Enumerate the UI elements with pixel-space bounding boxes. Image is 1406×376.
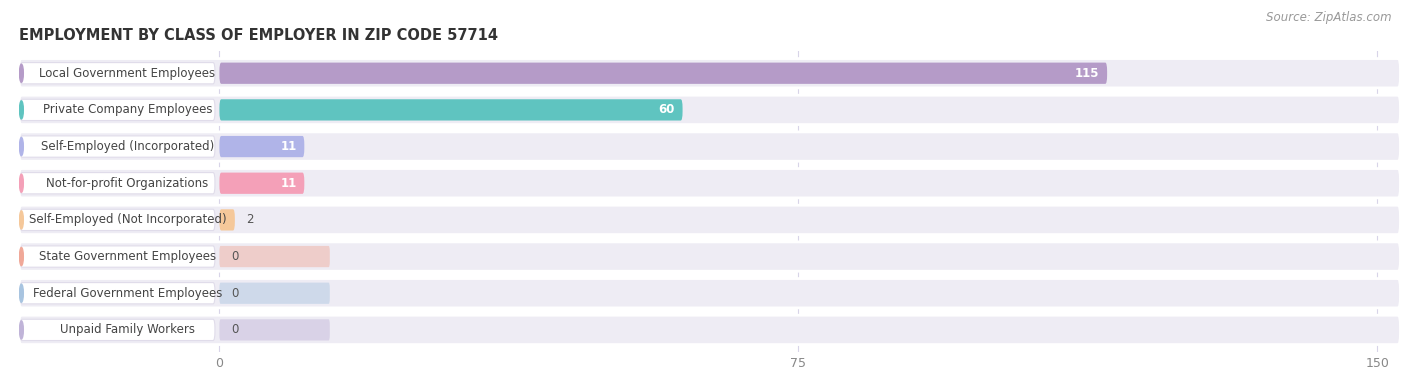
FancyBboxPatch shape: [219, 246, 330, 267]
FancyBboxPatch shape: [18, 315, 1400, 344]
Circle shape: [20, 284, 24, 302]
FancyBboxPatch shape: [18, 205, 1400, 235]
Text: Source: ZipAtlas.com: Source: ZipAtlas.com: [1267, 11, 1392, 24]
Text: 2: 2: [246, 214, 254, 226]
Circle shape: [20, 321, 24, 339]
Text: Federal Government Employees: Federal Government Employees: [32, 287, 222, 300]
Text: Self-Employed (Incorporated): Self-Employed (Incorporated): [41, 140, 214, 153]
Circle shape: [20, 101, 24, 119]
Text: Local Government Employees: Local Government Employees: [39, 67, 215, 80]
FancyBboxPatch shape: [219, 62, 1107, 84]
Text: 0: 0: [231, 323, 239, 337]
FancyBboxPatch shape: [219, 173, 304, 194]
Text: 60: 60: [658, 103, 675, 117]
FancyBboxPatch shape: [20, 319, 215, 341]
Text: 11: 11: [280, 140, 297, 153]
Text: State Government Employees: State Government Employees: [39, 250, 217, 263]
Text: 115: 115: [1076, 67, 1099, 80]
Circle shape: [20, 174, 24, 192]
Text: Private Company Employees: Private Company Employees: [42, 103, 212, 117]
Text: 0: 0: [231, 250, 239, 263]
Text: Not-for-profit Organizations: Not-for-profit Organizations: [46, 177, 208, 190]
Circle shape: [20, 138, 24, 156]
FancyBboxPatch shape: [20, 99, 215, 121]
Text: 11: 11: [280, 177, 297, 190]
FancyBboxPatch shape: [219, 283, 330, 304]
Text: Self-Employed (Not Incorporated): Self-Employed (Not Incorporated): [28, 214, 226, 226]
FancyBboxPatch shape: [18, 59, 1400, 88]
FancyBboxPatch shape: [18, 132, 1400, 161]
FancyBboxPatch shape: [219, 209, 235, 230]
Text: Unpaid Family Workers: Unpaid Family Workers: [60, 323, 195, 337]
Circle shape: [20, 64, 24, 82]
FancyBboxPatch shape: [20, 246, 215, 267]
FancyBboxPatch shape: [20, 173, 215, 194]
Circle shape: [20, 247, 24, 265]
FancyBboxPatch shape: [20, 62, 215, 84]
FancyBboxPatch shape: [18, 168, 1400, 198]
FancyBboxPatch shape: [18, 279, 1400, 308]
FancyBboxPatch shape: [18, 242, 1400, 271]
Text: EMPLOYMENT BY CLASS OF EMPLOYER IN ZIP CODE 57714: EMPLOYMENT BY CLASS OF EMPLOYER IN ZIP C…: [18, 28, 498, 43]
FancyBboxPatch shape: [20, 283, 215, 304]
FancyBboxPatch shape: [219, 99, 682, 121]
FancyBboxPatch shape: [20, 136, 215, 157]
FancyBboxPatch shape: [20, 209, 215, 230]
Circle shape: [20, 211, 24, 229]
Text: 0: 0: [231, 287, 239, 300]
FancyBboxPatch shape: [219, 319, 330, 341]
FancyBboxPatch shape: [219, 136, 304, 157]
FancyBboxPatch shape: [18, 95, 1400, 124]
